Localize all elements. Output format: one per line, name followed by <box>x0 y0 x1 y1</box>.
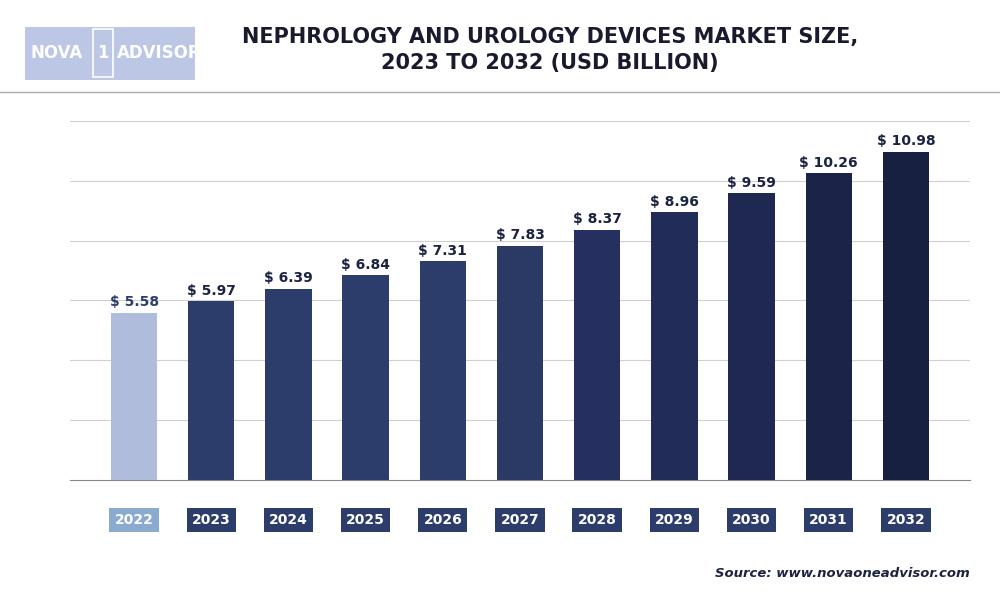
Bar <box>651 212 698 480</box>
Text: $ 7.31: $ 7.31 <box>418 244 467 258</box>
Text: $ 5.58: $ 5.58 <box>110 295 159 310</box>
Text: 1: 1 <box>97 44 109 62</box>
Text: 2028: 2028 <box>578 513 617 527</box>
Bar <box>883 152 929 480</box>
Text: 2022: 2022 <box>115 513 154 527</box>
Text: $ 8.37: $ 8.37 <box>573 212 622 226</box>
Bar <box>574 230 620 480</box>
Text: 2032: 2032 <box>887 513 925 527</box>
Text: $ 5.97: $ 5.97 <box>187 284 236 298</box>
Bar <box>806 173 852 480</box>
Text: $ 8.96: $ 8.96 <box>650 195 699 208</box>
Text: NEPHROLOGY AND UROLOGY DEVICES MARKET SIZE,
2023 TO 2032 (USD BILLION): NEPHROLOGY AND UROLOGY DEVICES MARKET SI… <box>242 27 858 73</box>
Text: $ 10.98: $ 10.98 <box>877 134 935 149</box>
Text: $ 10.26: $ 10.26 <box>799 156 858 170</box>
Text: NOVA: NOVA <box>30 44 82 62</box>
Text: 2025: 2025 <box>346 513 385 527</box>
Text: 2026: 2026 <box>423 513 462 527</box>
Text: $ 6.39: $ 6.39 <box>264 271 313 285</box>
Bar <box>111 313 157 480</box>
Text: $ 6.84: $ 6.84 <box>341 258 390 272</box>
Text: 2031: 2031 <box>809 513 848 527</box>
Bar <box>497 246 543 480</box>
Text: $ 7.83: $ 7.83 <box>496 229 544 242</box>
Text: 2027: 2027 <box>501 513 539 527</box>
Text: $ 9.59: $ 9.59 <box>727 176 776 190</box>
Text: Source: www.novaoneadvisor.com: Source: www.novaoneadvisor.com <box>715 567 970 580</box>
Bar <box>342 275 389 480</box>
Text: ADVISOR: ADVISOR <box>117 44 201 62</box>
Text: 2030: 2030 <box>732 513 771 527</box>
Bar <box>420 262 466 480</box>
Text: 2029: 2029 <box>655 513 694 527</box>
Bar <box>728 194 775 480</box>
Bar <box>188 301 234 480</box>
Bar <box>265 289 312 480</box>
Text: 2024: 2024 <box>269 513 308 527</box>
Text: 2023: 2023 <box>192 513 231 527</box>
